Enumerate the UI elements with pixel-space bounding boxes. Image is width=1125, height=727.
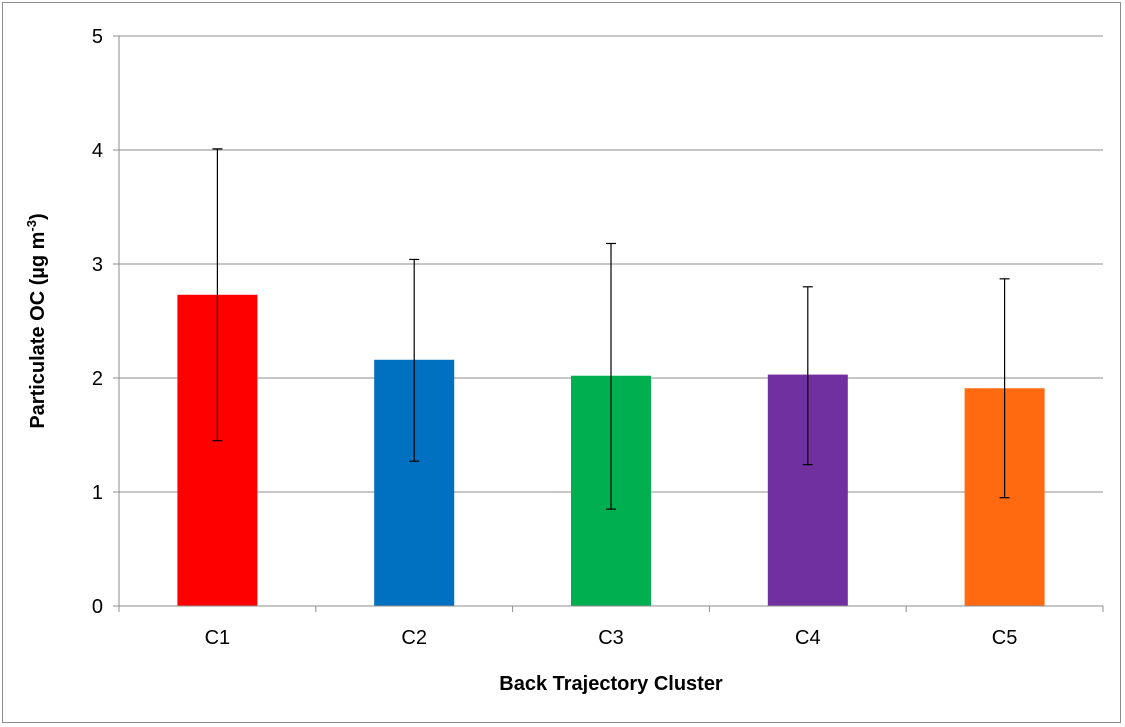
x-axis-title: Back Trajectory Cluster [499, 673, 723, 695]
y-axis-title: Particulate OC (µg m-3) [24, 213, 49, 428]
error-bar-c2 [409, 258, 420, 462]
x-tick-label: C5 [992, 627, 1018, 649]
error-bars [212, 148, 1010, 510]
error-bar-c3 [606, 242, 616, 510]
x-tick-label: C3 [598, 627, 624, 649]
y-tick-label: 3 [92, 254, 103, 276]
y-tick-label: 2 [92, 368, 103, 390]
x-tick-label: C4 [795, 627, 821, 649]
x-tick-label: C1 [205, 627, 231, 649]
error-bar-c4 [802, 286, 813, 466]
y-tick-labels: 0 1 2 3 4 5 [92, 26, 103, 618]
y-axis-title-main: Particulate OC (µg m [27, 232, 49, 429]
x-tick-labels: C1 C2 C3 C4 C5 [205, 627, 1018, 649]
axes [113, 35, 1104, 612]
y-axis-title-end: ) [27, 213, 49, 220]
y-axis-title-superscript: -3 [24, 220, 39, 232]
y-tick-label: 4 [92, 140, 103, 162]
x-tick-label: C2 [401, 627, 427, 649]
y-tick-label: 5 [92, 26, 103, 48]
y-tick-label: 1 [92, 482, 103, 504]
error-bar-c5 [999, 278, 1010, 499]
error-bar-c1 [212, 148, 223, 442]
y-tick-label: 0 [92, 596, 103, 618]
